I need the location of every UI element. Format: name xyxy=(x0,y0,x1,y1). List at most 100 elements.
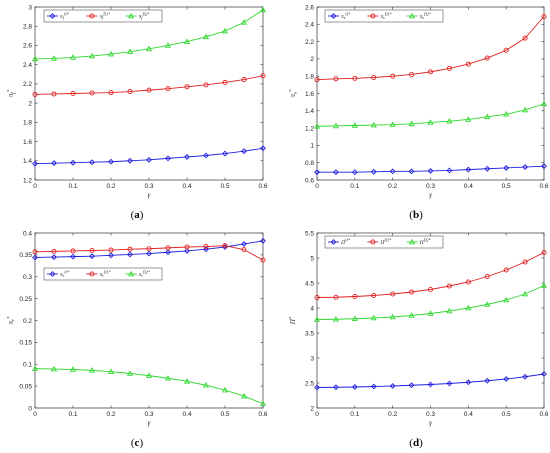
x-tick-label: 0.1 xyxy=(68,411,77,418)
data-point xyxy=(427,310,434,316)
data-point xyxy=(503,296,510,303)
data-point xyxy=(203,152,209,159)
data-point xyxy=(260,73,266,79)
y-tick-label: 1 xyxy=(310,143,314,150)
data-point xyxy=(240,19,248,25)
y-axis-label: πr* xyxy=(7,316,17,324)
data-point xyxy=(70,90,76,97)
legend-marker xyxy=(370,13,376,19)
legend-marker xyxy=(128,12,135,19)
y-tick-label: 1.6 xyxy=(23,139,32,146)
data-point xyxy=(427,167,434,174)
x-tick-label: 0.4 xyxy=(464,411,473,418)
data-point xyxy=(165,155,171,162)
data-point xyxy=(240,392,248,399)
data-point xyxy=(146,250,152,257)
data-point xyxy=(503,376,510,382)
x-tick-label: 0 xyxy=(33,183,37,190)
data-point xyxy=(503,267,509,273)
y-tick-label: 0 xyxy=(28,405,32,412)
data-point xyxy=(427,286,434,293)
y-axis-label: πf* xyxy=(7,89,17,97)
data-point xyxy=(484,273,490,280)
data-point xyxy=(183,38,191,44)
legend-box xyxy=(43,9,163,23)
data-point xyxy=(241,77,247,83)
x-axis-label: γ xyxy=(429,191,432,199)
data-point xyxy=(541,371,547,377)
data-point xyxy=(540,100,548,107)
plot-area xyxy=(34,232,264,409)
data-point xyxy=(32,254,38,261)
data-point xyxy=(69,366,77,372)
x-axis-label: γ xyxy=(429,419,432,427)
data-point xyxy=(446,167,453,174)
y-tick-label: 1.2 xyxy=(23,177,32,184)
panel-label: (a) xyxy=(131,209,144,221)
y-tick-label: 3.5 xyxy=(305,330,314,337)
legend-label: πrD2* xyxy=(139,270,150,279)
data-point xyxy=(371,292,377,299)
y-tick-label: 2 xyxy=(310,405,314,412)
x-tick-label: 0.3 xyxy=(144,411,153,418)
y-tick-label: 2 xyxy=(310,56,314,63)
data-point xyxy=(184,84,190,90)
y-tick-label: 2.2 xyxy=(305,39,314,46)
y-tick-label: 0.25 xyxy=(19,296,32,303)
data-point xyxy=(390,291,396,297)
y-tick-label: 1.6 xyxy=(305,91,314,98)
data-point xyxy=(50,365,58,372)
data-point xyxy=(70,159,76,166)
data-point xyxy=(503,47,509,53)
legend-marker xyxy=(89,271,95,277)
panel-label: (c) xyxy=(131,437,144,449)
data-point xyxy=(314,169,320,176)
data-point xyxy=(145,372,153,378)
data-point xyxy=(127,251,133,258)
data-point xyxy=(164,42,172,48)
data-point xyxy=(522,164,529,170)
data-point xyxy=(522,35,528,41)
series-line-1 xyxy=(34,245,264,261)
data-point xyxy=(88,367,96,373)
legend-label: πfD2* xyxy=(139,12,150,21)
y-tick-label: 0.4 xyxy=(23,230,32,237)
x-tick-label: 0.3 xyxy=(426,183,435,190)
data-point xyxy=(333,294,339,300)
panel-label: (d) xyxy=(409,437,423,449)
data-point xyxy=(409,71,415,77)
data-point xyxy=(89,159,95,166)
y-tick-label: 2.4 xyxy=(23,62,32,69)
data-point xyxy=(522,373,529,380)
data-point xyxy=(165,249,171,256)
y-tick-label: 1.4 xyxy=(23,158,32,165)
data-point xyxy=(427,119,434,125)
data-point xyxy=(108,90,114,96)
data-point xyxy=(484,377,491,384)
data-point xyxy=(351,169,358,176)
data-point xyxy=(503,111,510,117)
data-point xyxy=(222,243,228,249)
x-tick-label: 0.1 xyxy=(350,411,359,418)
x-tick-label: 0.5 xyxy=(502,183,511,190)
x-tick-label: 0 xyxy=(33,411,37,418)
data-point xyxy=(221,386,229,393)
data-point xyxy=(108,247,114,253)
y-tick-label: 1.2 xyxy=(305,125,314,132)
data-point xyxy=(126,370,134,376)
data-point xyxy=(69,54,77,60)
data-point xyxy=(184,244,190,250)
legend-marker xyxy=(330,13,337,19)
data-point xyxy=(484,165,491,172)
data-point xyxy=(314,77,320,83)
x-tick-label: 0.5 xyxy=(220,411,229,418)
legend-marker xyxy=(49,271,56,277)
data-point xyxy=(351,384,358,390)
y-tick-label: 2 xyxy=(28,100,32,107)
x-tick-label: 0.2 xyxy=(106,411,115,418)
y-tick-label: 2.2 xyxy=(23,81,32,88)
x-tick-label: 0.1 xyxy=(68,183,77,190)
legend-label: πfO* xyxy=(60,12,69,21)
panel-label: (b) xyxy=(409,209,423,221)
data-point xyxy=(389,313,396,320)
